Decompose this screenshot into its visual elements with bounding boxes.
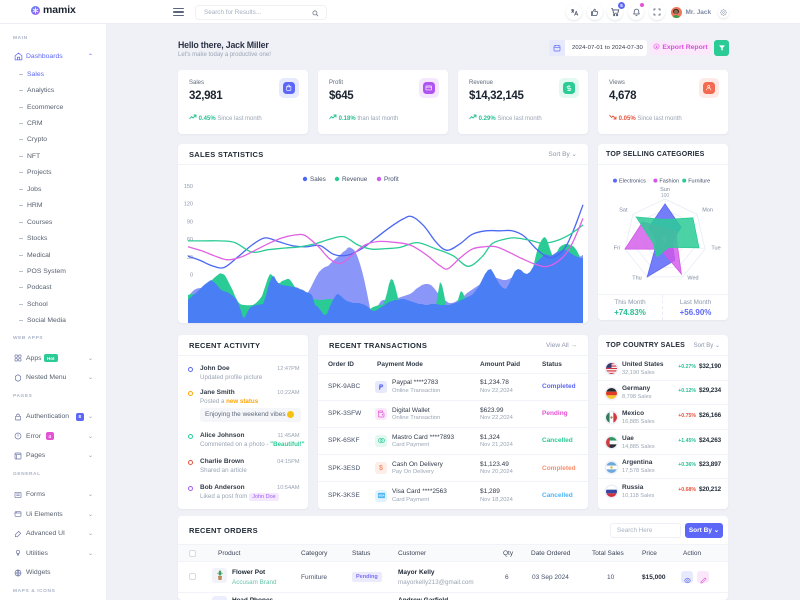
svg-text:90: 90 bbox=[187, 219, 193, 225]
svg-text:Fashion: Fashion bbox=[659, 179, 679, 185]
svg-text:Tue: Tue bbox=[711, 246, 720, 252]
svg-text:Sales: Sales bbox=[310, 176, 326, 183]
svg-text:Profit: Profit bbox=[384, 176, 399, 183]
svg-text:Sun: Sun bbox=[660, 187, 670, 193]
svg-text:Revenue: Revenue bbox=[342, 176, 368, 183]
svg-text:Furniture: Furniture bbox=[688, 179, 710, 185]
svg-text:VISA: VISA bbox=[378, 494, 384, 498]
svg-text:100: 100 bbox=[661, 193, 670, 199]
svg-text:30: 30 bbox=[187, 255, 193, 261]
svg-text:60: 60 bbox=[187, 237, 193, 243]
svg-text:150: 150 bbox=[184, 184, 193, 190]
svg-text:0: 0 bbox=[663, 238, 666, 244]
svg-text:0: 0 bbox=[190, 273, 193, 279]
svg-text:120: 120 bbox=[184, 202, 193, 208]
svg-text:Electronics: Electronics bbox=[619, 179, 646, 185]
svg-text:Sat: Sat bbox=[619, 208, 628, 214]
svg-text:Wed: Wed bbox=[687, 276, 698, 282]
svg-text:Fri: Fri bbox=[614, 246, 620, 252]
svg-text:Mon: Mon bbox=[702, 208, 713, 214]
svg-text:Thu: Thu bbox=[632, 276, 641, 282]
